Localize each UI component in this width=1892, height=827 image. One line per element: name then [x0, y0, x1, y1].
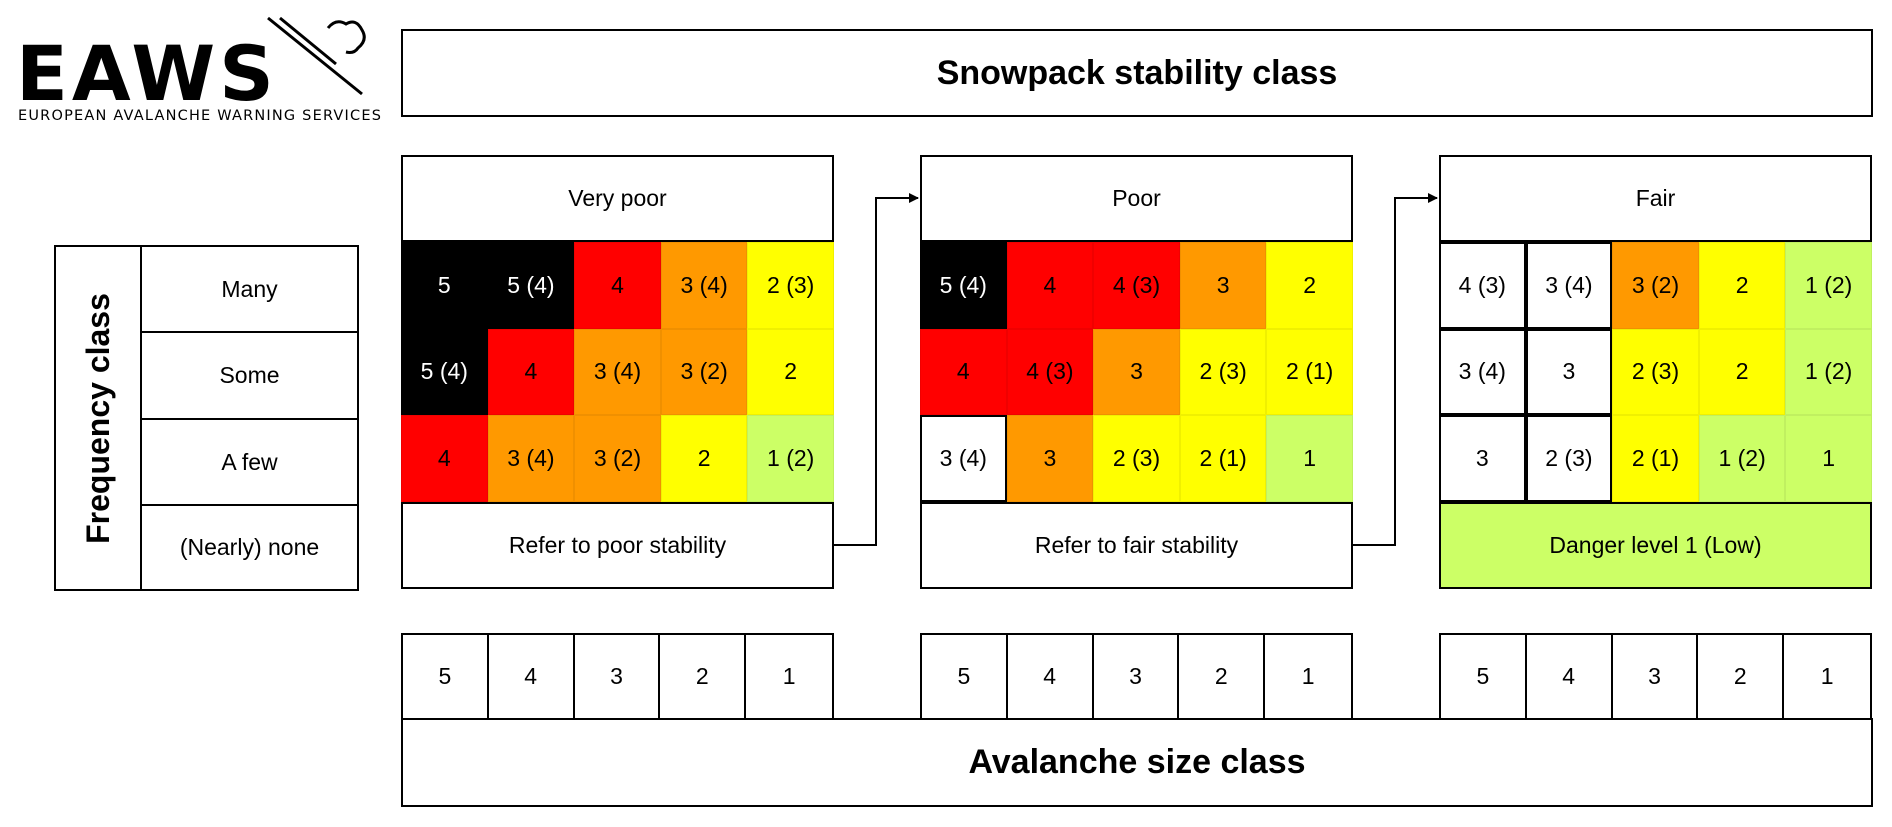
logo-subtitle: EUROPEAN AVALANCHE WARNING SERVICES	[18, 108, 383, 124]
danger-level-cell: 4 (3)	[1093, 242, 1180, 329]
danger-level-cell: 3	[1525, 328, 1613, 415]
frequency-class-axis: Frequency class	[56, 247, 142, 589]
danger-level-cell: 4	[487, 328, 575, 415]
avalanche-size-cell: 2	[1698, 635, 1785, 718]
danger-level-cell: 2 (3)	[1612, 328, 1699, 415]
frequency-row-a-few: A few	[142, 420, 357, 506]
danger-level-cell: 2 (1)	[1179, 415, 1267, 502]
danger-level-cell: 5 (4)	[920, 242, 1007, 329]
danger-level-cell: 3 (4)	[487, 415, 575, 502]
frequency-class-title: Frequency class	[79, 292, 116, 544]
danger-level-cell: 2	[747, 328, 834, 415]
arrow-very-poor-to-poor	[834, 193, 919, 546]
arrow-poor-to-fair	[1353, 193, 1438, 546]
danger-level-cell: 3	[1093, 328, 1180, 415]
danger-level-cell: 1 (2)	[1785, 242, 1872, 329]
snowpack-stability-title: Snowpack stability class	[401, 29, 1873, 117]
logo-wordmark: EAWS	[16, 29, 278, 118]
avalanche-logo-icon	[267, 16, 366, 96]
stability-column-fair-bottom: Danger level 1 (Low)	[1439, 502, 1872, 589]
danger-level-cell: 2 (3)	[1093, 415, 1180, 502]
danger-level-cell: 3 (2)	[574, 415, 661, 502]
danger-level-cell: 1 (2)	[1698, 415, 1786, 502]
danger-level-cell: 5 (4)	[401, 328, 488, 415]
danger-level-cell: 2 (1)	[1266, 328, 1353, 415]
danger-level-cell: 3 (2)	[1612, 242, 1699, 329]
frequency-class-rows: Many Some A few (Nearly) none	[142, 247, 357, 589]
danger-level-cell: 3 (4)	[920, 415, 1007, 502]
danger-level-cell: 3	[1179, 242, 1267, 329]
danger-level-cell: 3 (4)	[1439, 328, 1526, 415]
avalanche-size-cell: 4	[1527, 635, 1613, 718]
danger-level-cell: 4	[401, 415, 488, 502]
matrix-fair: 4 (3) 3 (4) 3 (2) 2 1 (2) 3 (4) 3 2 (3) 2 1 (2) 3 2…	[1439, 242, 1872, 502]
danger-level-cell: 2 (3)	[1179, 328, 1267, 415]
danger-level-cell: 2 (3)	[1525, 415, 1613, 502]
danger-level-cell: 3 (4)	[1525, 242, 1613, 329]
avalanche-size-cell: 4	[489, 635, 575, 718]
avalanche-size-cell: 4	[1008, 635, 1094, 718]
danger-level-cell: 4 (3)	[1006, 328, 1094, 415]
stability-column-very-poor-bottom: Refer to poor stability	[401, 502, 834, 589]
stability-column-fair-title: Fair	[1439, 155, 1872, 242]
danger-level-cell: 3 (4)	[660, 242, 748, 329]
avalanche-size-cell: 2	[1179, 635, 1266, 718]
danger-level-cell: 2	[1266, 242, 1353, 329]
frequency-class-table: Frequency class Many Some A few (Nearly)…	[54, 245, 359, 591]
stability-column-very-poor-title: Very poor	[401, 155, 834, 242]
danger-level-cell: 4	[920, 328, 1007, 415]
avalanche-size-cell: 3	[575, 635, 661, 718]
danger-level-cell: 4 (3)	[1439, 242, 1526, 329]
danger-level-cell: 3 (4)	[574, 328, 661, 415]
avalanche-size-cell: 1	[1301, 663, 1315, 689]
matrix-poor: 5 (4) 4 4 (3) 3 2 4 4 (3) 3 2 (3) 2 (1) 3 (4) 3 2 (3…	[920, 242, 1353, 502]
danger-level-cell: 3 (2)	[660, 328, 748, 415]
avalanche-size-cell: 5	[403, 635, 489, 718]
danger-level-cell: 2	[1698, 328, 1786, 415]
danger-level-cell: 3	[1006, 415, 1094, 502]
danger-level-cell: 1 (2)	[747, 415, 834, 502]
danger-level-cell: 2 (1)	[1612, 415, 1699, 502]
danger-level-cell: 5 (4)	[487, 242, 575, 329]
danger-level-cell: 2	[1698, 242, 1786, 329]
stability-column-poor-bottom: Refer to fair stability	[920, 502, 1353, 589]
frequency-row-some: Some	[142, 333, 357, 420]
danger-level-cell: 1	[1266, 415, 1353, 502]
frequency-row-many: Many	[142, 247, 357, 333]
avalanche-size-cell: 3	[1613, 635, 1699, 718]
danger-level-cell: 4	[574, 242, 661, 329]
danger-level-cell: 1	[1785, 415, 1872, 502]
avalanche-size-cell: 1	[782, 663, 796, 689]
danger-level-cell: 5	[401, 242, 488, 329]
avalanche-size-cell: 5	[1441, 635, 1527, 718]
avalanche-size-cell: 5	[922, 635, 1008, 718]
danger-level-cell: 2	[660, 415, 748, 502]
avalanche-size-cell: 1	[1820, 663, 1834, 689]
avalanche-size-cell: 3	[1094, 635, 1180, 718]
eaws-logo: EAWS EUROPEAN AVALANCHE WARNING SERVICES	[16, 14, 381, 134]
danger-level-cell: 1 (2)	[1785, 328, 1872, 415]
stability-column-poor-title: Poor	[920, 155, 1353, 242]
danger-level-cell: 3	[1439, 415, 1526, 502]
avalanche-size-cell: 2	[660, 635, 747, 718]
avalanche-size-title: Avalanche size class	[401, 718, 1873, 807]
danger-level-cell: 2 (3)	[747, 242, 834, 329]
frequency-row-nearly-none: (Nearly) none	[179, 534, 320, 560]
danger-level-cell: 4	[1006, 242, 1094, 329]
